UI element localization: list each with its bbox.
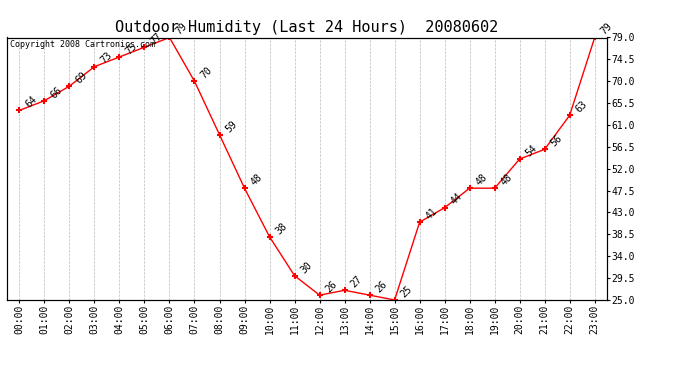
Text: 69: 69 xyxy=(74,70,89,86)
Text: 41: 41 xyxy=(424,206,439,222)
Text: 56: 56 xyxy=(549,133,564,148)
Text: 38: 38 xyxy=(274,220,289,236)
Text: 27: 27 xyxy=(348,274,364,290)
Text: 26: 26 xyxy=(324,279,339,294)
Title: Outdoor Humidity (Last 24 Hours)  20080602: Outdoor Humidity (Last 24 Hours) 2008060… xyxy=(115,20,499,35)
Text: 77: 77 xyxy=(148,31,164,46)
Text: Copyright 2008 Cartronics.com: Copyright 2008 Cartronics.com xyxy=(10,40,155,49)
Text: 73: 73 xyxy=(99,51,114,66)
Text: 54: 54 xyxy=(524,143,539,158)
Text: 79: 79 xyxy=(599,21,614,37)
Text: 44: 44 xyxy=(448,192,464,207)
Text: 70: 70 xyxy=(199,65,214,81)
Text: 48: 48 xyxy=(499,172,514,188)
Text: 79: 79 xyxy=(174,21,189,37)
Text: 75: 75 xyxy=(124,41,139,56)
Text: 48: 48 xyxy=(248,172,264,188)
Text: 26: 26 xyxy=(374,279,389,294)
Text: 63: 63 xyxy=(574,99,589,114)
Text: 25: 25 xyxy=(399,284,414,299)
Text: 59: 59 xyxy=(224,118,239,134)
Text: 48: 48 xyxy=(474,172,489,188)
Text: 30: 30 xyxy=(299,260,314,275)
Text: 66: 66 xyxy=(48,84,64,100)
Text: 64: 64 xyxy=(23,94,39,110)
